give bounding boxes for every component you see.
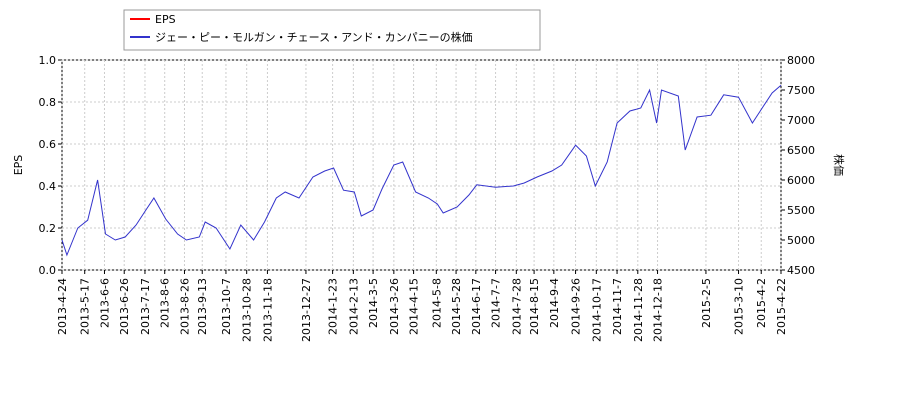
y2-tick-label: 4500 <box>787 264 815 277</box>
y2-tick-label: 7000 <box>787 114 815 127</box>
x-tick-label: 2013-11-18 <box>261 278 274 342</box>
x-tick-label: 2013-10-7 <box>220 278 233 335</box>
y-axis-label: EPS <box>12 155 25 176</box>
y-tick-label: 0.8 <box>39 96 57 109</box>
x-tick-label: 2013-7-17 <box>139 278 152 335</box>
x-tick-label: 2015-2-5 <box>700 278 713 328</box>
y-tick-label: 0.0 <box>39 264 57 277</box>
y-tick-label: 0.4 <box>39 180 57 193</box>
x-tick-label: 2014-3-5 <box>367 278 380 328</box>
x-tick-label: 2014-5-28 <box>450 278 463 335</box>
y2-tick-label: 5500 <box>787 204 815 217</box>
x-tick-label: 2014-7-7 <box>490 278 503 328</box>
x-tick-label: 2014-10-17 <box>590 278 603 342</box>
y2-tick-label: 7500 <box>787 84 815 97</box>
x-tick-label: 2014-5-8 <box>430 278 443 328</box>
x-tick-label: 2014-6-17 <box>470 278 483 335</box>
x-tick-label: 2014-11-7 <box>611 278 624 335</box>
x-tick-label: 2015-4-22 <box>775 278 788 335</box>
price-line <box>61 84 782 257</box>
legend-label: EPS <box>155 13 176 26</box>
x-tick-label: 2013-8-26 <box>178 278 191 335</box>
x-tick-label: 2013-12-27 <box>300 278 313 342</box>
x-tick-label: 2015-3-10 <box>733 278 746 335</box>
plot-frame <box>61 59 782 271</box>
x-tick-label: 2013-8-6 <box>159 278 172 328</box>
x-tick-label: 2015-4-2 <box>755 278 768 328</box>
x-tick-label: 2013-9-13 <box>196 278 209 335</box>
y2-tick-label: 6500 <box>787 144 815 157</box>
y-tick-label: 0.6 <box>39 138 57 151</box>
x-tick-label: 2014-7-28 <box>510 278 523 335</box>
x-tick-label: 2013-10-28 <box>241 278 254 342</box>
x-tick-label: 2014-2-13 <box>347 278 360 335</box>
x-tick-label: 2013-4-24 <box>56 278 69 335</box>
y-tick-label: 0.2 <box>39 222 57 235</box>
y-tick-label: 1.0 <box>39 54 57 67</box>
legend-label: ジェー・ピー・モルガン・チェース・アンド・カンパニーの株価 <box>155 30 473 44</box>
y2-tick-label: 6000 <box>787 174 815 187</box>
y2-axis-label: 株価 <box>832 154 846 176</box>
y2-tick-label: 8000 <box>787 54 815 67</box>
x-tick-label: 2013-5-17 <box>79 278 92 335</box>
x-tick-label: 2014-9-4 <box>548 278 561 328</box>
legend-box <box>123 9 541 51</box>
x-tick-label: 2014-11-28 <box>632 278 645 342</box>
x-tick-label: 2014-9-26 <box>570 278 583 335</box>
x-tick-label: 2014-8-15 <box>528 278 541 335</box>
x-tick-label: 2014-12-18 <box>652 278 665 342</box>
y2-tick-label: 5000 <box>787 234 815 247</box>
x-tick-label: 2014-4-15 <box>408 278 421 335</box>
x-tick-label: 2013-6-6 <box>98 278 111 328</box>
x-tick-label: 2014-3-26 <box>388 278 401 335</box>
x-tick-label: 2014-1-23 <box>327 278 340 335</box>
x-tick-label: 2013-6-26 <box>118 278 131 335</box>
